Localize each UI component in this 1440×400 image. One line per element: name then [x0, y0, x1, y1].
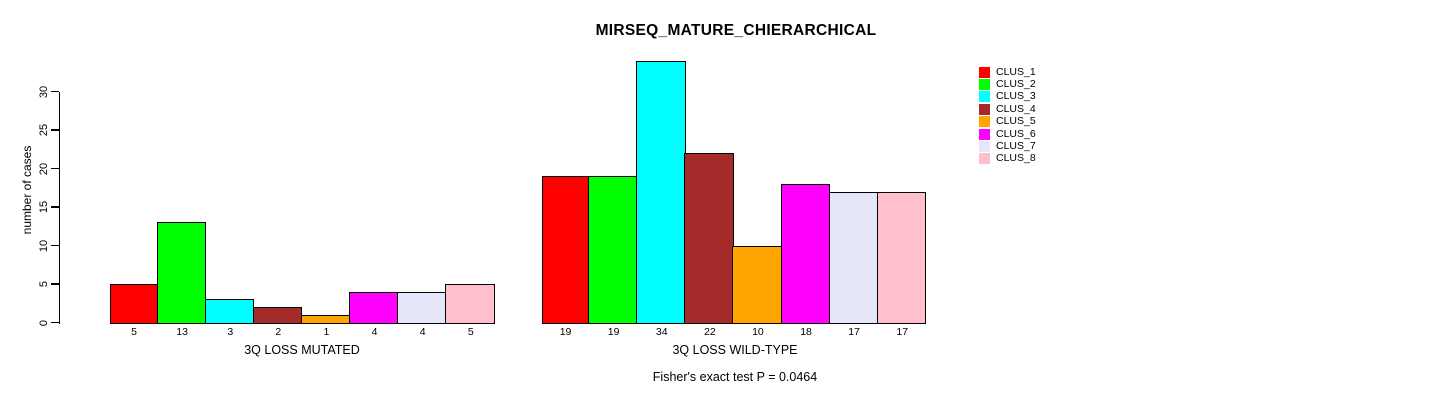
- y-axis-title: number of cases: [20, 145, 34, 235]
- legend-label: CLUS_4: [996, 102, 1036, 115]
- bar-clus_8: [445, 284, 495, 324]
- legend-label: CLUS_5: [996, 115, 1036, 128]
- bar-value-label: 1: [323, 326, 330, 338]
- legend-label: CLUS_7: [996, 139, 1036, 152]
- bar-value-label: 10: [752, 326, 764, 338]
- bar-clus_3: [204, 299, 255, 324]
- legend-swatch: [979, 66, 990, 78]
- legend-swatch: [979, 103, 990, 115]
- y-tick-label: 30: [38, 85, 50, 98]
- bar-clus_2: [588, 176, 638, 324]
- bar-clus_7: [828, 191, 879, 324]
- legend-swatch: [979, 128, 990, 140]
- bar-value-label: 19: [559, 326, 572, 338]
- bar-value-label: 17: [896, 326, 909, 338]
- bar-clus_5: [732, 245, 782, 324]
- y-axis-tick: [50, 167, 59, 170]
- bar-clus_1: [110, 284, 159, 324]
- legend-swatch: [979, 140, 990, 152]
- bar-value-label: 4: [419, 326, 426, 338]
- bar-clus_4: [252, 307, 303, 324]
- bar-value-label: 17: [848, 326, 860, 338]
- y-tick-label: 10: [38, 239, 50, 252]
- y-tick-label: 25: [38, 123, 50, 137]
- bar-value-label: 2: [275, 326, 282, 338]
- bar-clus_6: [349, 291, 399, 324]
- bar-clus_2: [156, 222, 207, 324]
- y-axis-tick: [50, 90, 59, 93]
- y-tick-label: 20: [38, 162, 50, 175]
- bar-value-label: 34: [655, 326, 668, 338]
- legend-swatch: [979, 91, 990, 103]
- bar-clus_6: [780, 183, 831, 324]
- chart-title: MIRSEQ_MATURE_CHIERARCHICAL: [595, 22, 877, 39]
- y-tick-label: 15: [38, 200, 50, 214]
- bar-clus_3: [636, 60, 686, 324]
- y-axis-tick: [50, 321, 59, 324]
- bar-value-label: 18: [800, 326, 812, 338]
- bar-value-label: 19: [607, 326, 620, 338]
- x-axis-label-wild-type: 3Q LOSS WILD-TYPE: [672, 343, 798, 357]
- bar-value-label: 13: [176, 326, 188, 338]
- x-axis-label-mutated: 3Q LOSS MUTATED: [244, 343, 360, 357]
- y-tick-label: 5: [38, 280, 50, 288]
- y-axis-line: [58, 91, 60, 324]
- bar-value-label: 5: [467, 326, 474, 338]
- bar-value-label: 22: [704, 326, 716, 338]
- legend-swatch: [979, 153, 990, 165]
- y-axis-tick: [50, 283, 59, 285]
- y-tick-label: 0: [38, 319, 50, 326]
- bar-value-label: 4: [371, 326, 378, 338]
- legend-label: CLUS_3: [996, 90, 1036, 103]
- y-axis-tick: [50, 206, 59, 208]
- y-axis-tick: [50, 244, 59, 247]
- fisher-test-annotation: Fisher's exact test P = 0.0464: [652, 370, 818, 384]
- legend-label: CLUS_1: [996, 65, 1036, 78]
- bar-value-label: 5: [131, 326, 137, 338]
- bar-clus_1: [541, 176, 590, 324]
- bar-clus_4: [684, 153, 734, 324]
- bar-value-label: 3: [227, 326, 234, 338]
- y-axis-tick: [50, 129, 59, 131]
- legend-swatch: [979, 78, 990, 90]
- legend-label: CLUS_2: [996, 77, 1036, 90]
- legend-label: CLUS_8: [996, 152, 1036, 165]
- bar-clus_7: [397, 291, 447, 324]
- legend-swatch: [979, 116, 990, 128]
- bar-clus_8: [876, 191, 927, 324]
- bar-clus_5: [300, 314, 351, 324]
- legend-label: CLUS_6: [996, 127, 1036, 140]
